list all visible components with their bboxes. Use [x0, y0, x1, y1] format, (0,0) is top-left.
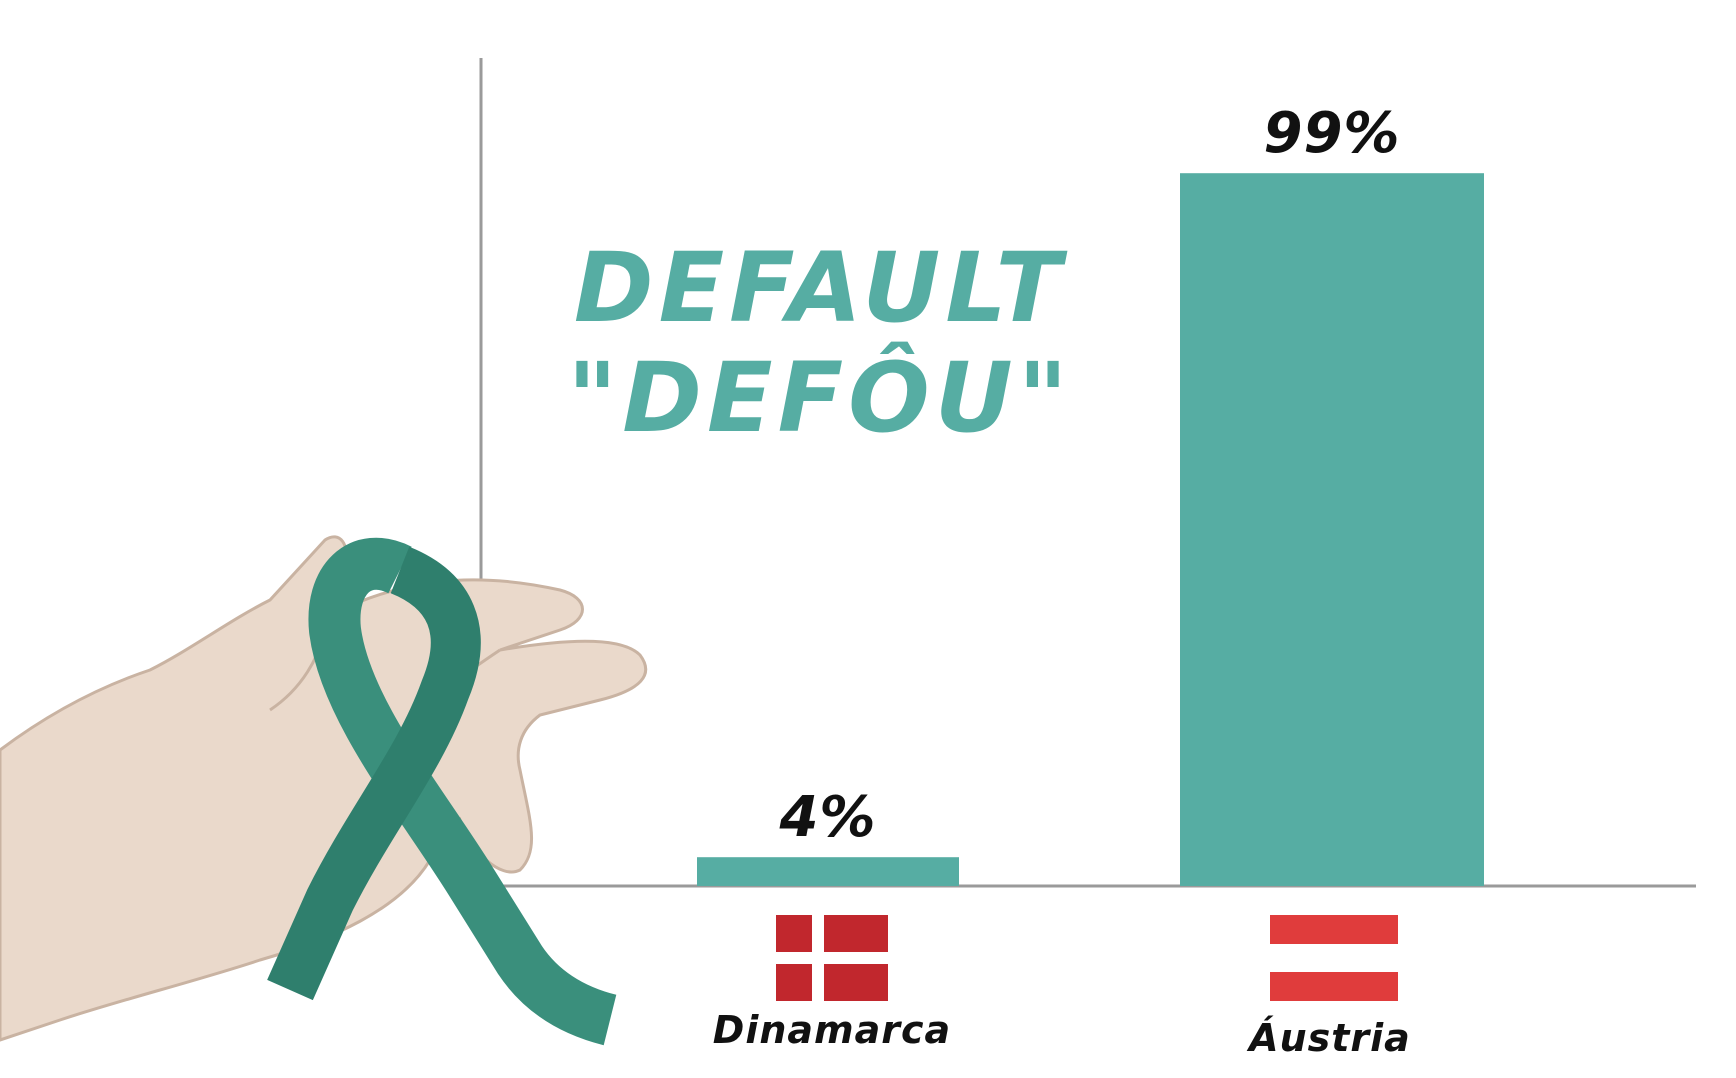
hand-ribbon-illustration	[0, 535, 648, 1046]
title-line-1: DEFAULT	[573, 232, 1067, 344]
bar-austria	[1180, 173, 1484, 886]
title-line-2: "DEFÔU"	[567, 342, 1073, 454]
value-label-dinamarca: 4%	[779, 785, 877, 851]
flag-austria-icon	[1270, 915, 1398, 1001]
flag-denmark-icon	[776, 915, 888, 1001]
bar-dinamarca	[697, 857, 959, 886]
category-label-dinamarca: Dinamarca	[712, 1008, 952, 1052]
value-label-austria: 99%	[1263, 101, 1401, 167]
bars-group	[697, 173, 1484, 886]
awareness-ribbon-icon	[267, 537, 617, 1046]
category-label-austria: Áustria	[1249, 1016, 1411, 1060]
